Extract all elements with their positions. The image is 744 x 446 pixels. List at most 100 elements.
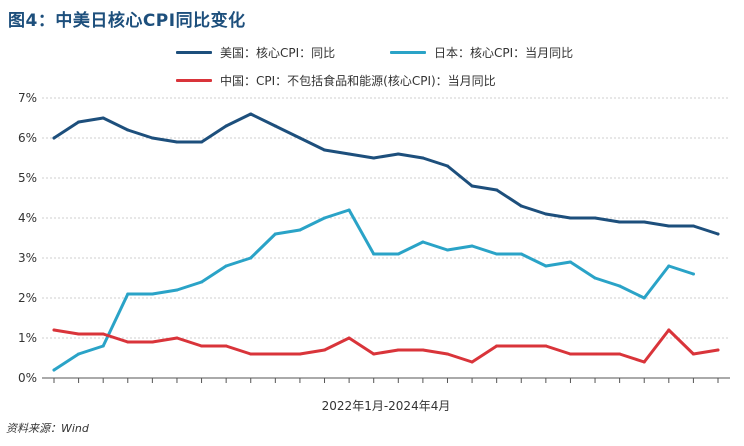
data-point-japan bbox=[544, 264, 548, 268]
data-point-japan bbox=[77, 352, 81, 356]
data-point-japan bbox=[642, 296, 646, 300]
data-point-japan bbox=[396, 252, 400, 256]
data-point-us bbox=[273, 124, 277, 128]
data-point-china bbox=[200, 344, 204, 348]
data-point-us bbox=[495, 188, 499, 192]
legend-item-us: 美国：核心CPI：同比 bbox=[176, 44, 335, 61]
data-point-japan bbox=[249, 256, 253, 260]
data-point-china bbox=[667, 328, 671, 332]
legend-swatch-us bbox=[176, 51, 212, 54]
data-point-us bbox=[470, 184, 474, 188]
data-point-us bbox=[618, 220, 622, 224]
data-point-japan bbox=[421, 240, 425, 244]
data-point-us bbox=[445, 164, 449, 168]
data-point-us bbox=[716, 232, 720, 236]
data-point-us bbox=[200, 140, 204, 144]
data-point-china bbox=[568, 352, 572, 356]
data-point-china bbox=[101, 332, 105, 336]
data-point-us bbox=[77, 120, 81, 124]
y-tick-label: 5% bbox=[18, 171, 37, 185]
series-line-us bbox=[52, 112, 720, 236]
data-point-china bbox=[175, 336, 179, 340]
data-point-china bbox=[249, 352, 253, 356]
data-point-china bbox=[445, 352, 449, 356]
y-tick-label: 0% bbox=[18, 371, 37, 385]
data-point-us bbox=[667, 224, 671, 228]
data-point-japan bbox=[323, 216, 327, 220]
data-point-us bbox=[519, 204, 523, 208]
series-line-japan bbox=[52, 208, 695, 372]
data-point-us bbox=[323, 148, 327, 152]
data-point-us bbox=[568, 216, 572, 220]
data-point-japan bbox=[618, 284, 622, 288]
data-point-china bbox=[372, 352, 376, 356]
data-point-japan bbox=[593, 276, 597, 280]
data-point-us bbox=[396, 152, 400, 156]
data-point-japan bbox=[568, 260, 572, 264]
data-point-us bbox=[642, 220, 646, 224]
data-point-china bbox=[396, 348, 400, 352]
data-point-us bbox=[150, 136, 154, 140]
data-point-china bbox=[691, 352, 695, 356]
series-line-china bbox=[52, 328, 720, 364]
data-point-china bbox=[273, 352, 277, 356]
data-point-japan bbox=[667, 264, 671, 268]
data-point-japan bbox=[101, 344, 105, 348]
data-point-us bbox=[544, 212, 548, 216]
data-point-japan bbox=[200, 280, 204, 284]
data-point-china bbox=[519, 344, 523, 348]
y-tick-label: 1% bbox=[18, 331, 37, 345]
y-tick-label: 4% bbox=[18, 211, 37, 225]
data-point-china bbox=[323, 348, 327, 352]
y-tick-label: 2% bbox=[18, 291, 37, 305]
data-point-china bbox=[593, 352, 597, 356]
data-point-japan bbox=[470, 244, 474, 248]
data-point-china bbox=[642, 360, 646, 364]
data-point-china bbox=[421, 348, 425, 352]
data-point-japan bbox=[175, 288, 179, 292]
data-point-china bbox=[298, 352, 302, 356]
data-point-japan bbox=[691, 272, 695, 276]
data-point-china bbox=[52, 328, 56, 332]
data-point-china bbox=[544, 344, 548, 348]
legend-label-us: 美国：核心CPI：同比 bbox=[220, 46, 336, 60]
legend-item-china: 中国：CPI：不包括食品和能源(核心CPI)：当月同比 bbox=[176, 72, 496, 89]
chart-title: 图4：中美日核心CPI同比变化 bbox=[8, 11, 246, 31]
data-point-us bbox=[249, 112, 253, 116]
data-point-japan bbox=[298, 228, 302, 232]
x-axis-title: 2022年1月-2024年4月 bbox=[322, 399, 451, 413]
data-point-china bbox=[224, 344, 228, 348]
data-point-japan bbox=[273, 232, 277, 236]
y-tick-label: 7% bbox=[18, 91, 37, 105]
source-note: 资料来源：Wind bbox=[6, 422, 89, 435]
y-tick-label: 6% bbox=[18, 131, 37, 145]
data-point-china bbox=[618, 352, 622, 356]
data-point-us bbox=[347, 152, 351, 156]
y-tick-label: 3% bbox=[18, 251, 37, 265]
data-point-japan bbox=[519, 252, 523, 256]
data-point-china bbox=[150, 340, 154, 344]
data-point-china bbox=[470, 360, 474, 364]
data-point-us bbox=[691, 224, 695, 228]
legend-label-china: 中国：CPI：不包括食品和能源(核心CPI)：当月同比 bbox=[220, 74, 496, 88]
data-point-japan bbox=[495, 252, 499, 256]
data-point-china bbox=[126, 340, 130, 344]
data-point-japan bbox=[372, 252, 376, 256]
legend-item-japan: 日本：核心CPI：当月同比 bbox=[390, 44, 573, 61]
legend-swatch-china bbox=[176, 79, 212, 82]
data-point-japan bbox=[347, 208, 351, 212]
data-point-us bbox=[101, 116, 105, 120]
data-point-us bbox=[593, 216, 597, 220]
data-point-japan bbox=[224, 264, 228, 268]
data-point-us bbox=[224, 124, 228, 128]
data-point-japan bbox=[150, 292, 154, 296]
data-point-japan bbox=[126, 292, 130, 296]
data-point-us bbox=[372, 156, 376, 160]
data-point-us bbox=[175, 140, 179, 144]
data-point-us bbox=[126, 128, 130, 132]
legend-label-japan: 日本：核心CPI：当月同比 bbox=[434, 46, 574, 60]
legend-swatch-japan bbox=[390, 51, 426, 54]
data-point-china bbox=[495, 344, 499, 348]
data-point-china bbox=[716, 348, 720, 352]
data-point-us bbox=[298, 136, 302, 140]
